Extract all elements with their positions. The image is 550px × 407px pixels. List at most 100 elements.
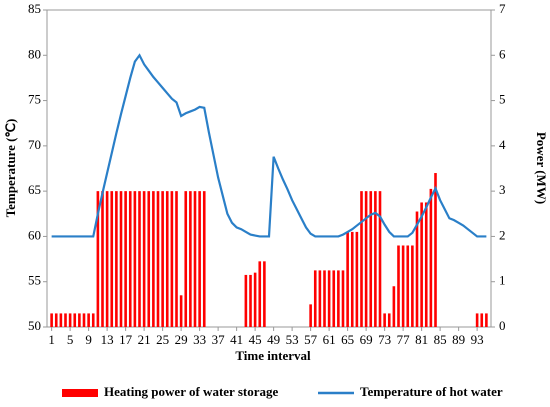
x-tick-label: 29 [175, 332, 188, 347]
y2-tick-label: 2 [499, 227, 506, 242]
bar [350, 231, 354, 327]
y2-tick-label: 7 [499, 1, 506, 16]
bar [110, 191, 114, 327]
x-tick-label: 85 [434, 332, 447, 347]
bar [406, 245, 410, 327]
y-tick-label: 70 [28, 137, 41, 152]
x-tick-label: 25 [156, 332, 169, 347]
x-tick-label: 49 [267, 332, 280, 347]
x-tick-label: 41 [230, 332, 243, 347]
bar [73, 313, 77, 327]
y-tick-label: 85 [28, 1, 41, 16]
y2-tick-label: 0 [499, 318, 506, 333]
y2-tick-label: 4 [499, 137, 506, 152]
x-tick-label: 9 [85, 332, 92, 347]
x-tick-label: 1 [48, 332, 55, 347]
bar [101, 191, 104, 327]
bar [360, 191, 363, 327]
bar [119, 191, 123, 327]
bar [152, 191, 155, 327]
bar [175, 191, 178, 327]
y2-tick-label: 3 [499, 182, 506, 197]
bar [258, 261, 262, 327]
bar [68, 313, 72, 327]
y-tick-label: 75 [28, 92, 41, 107]
bar [147, 191, 151, 327]
x-tick-label: 45 [249, 332, 262, 347]
bar [142, 191, 146, 327]
bar [369, 191, 373, 327]
plot-frame [46, 9, 492, 328]
x-tick-label: 37 [212, 332, 226, 347]
bar [411, 245, 414, 327]
x-tick-label: 53 [286, 332, 299, 347]
bar [198, 191, 201, 327]
bar [420, 202, 423, 327]
bar [313, 270, 317, 327]
bar [378, 191, 382, 327]
bar [189, 191, 192, 327]
x-tick-label: 33 [193, 332, 206, 347]
y-tick-label: 50 [28, 318, 41, 333]
bar [87, 313, 90, 327]
x-tick-label: 61 [323, 332, 336, 347]
bar [170, 191, 174, 327]
y-tick-label: 55 [28, 273, 41, 288]
bar [429, 188, 433, 327]
bar [383, 313, 386, 327]
x-tick-label: 21 [138, 332, 151, 347]
x-tick-label: 69 [360, 332, 373, 347]
bar [128, 191, 132, 327]
y2-axis-label: Power (MW) [534, 132, 549, 204]
bar [156, 191, 160, 327]
bar [50, 313, 53, 327]
bar [202, 191, 206, 327]
bar [397, 245, 400, 327]
bar [415, 211, 419, 327]
legend-label: Temperature of hot water [360, 384, 503, 399]
bar [475, 313, 479, 327]
bar [165, 191, 169, 327]
y-tick-label: 80 [28, 46, 41, 61]
y-tick-label: 65 [28, 182, 41, 197]
bar [59, 313, 63, 327]
bar [54, 313, 58, 327]
y-axis-label: Temperature (℃) [3, 119, 18, 218]
x-tick-label: 81 [415, 332, 428, 347]
bar [133, 191, 137, 327]
x-tick-label: 57 [304, 332, 318, 347]
bar [434, 173, 437, 327]
y2-tick-label: 5 [499, 92, 506, 107]
bar [82, 313, 86, 327]
bar [179, 295, 183, 327]
bar [115, 191, 118, 327]
bar [332, 270, 336, 327]
bar [253, 272, 257, 327]
x-tick-label: 13 [101, 332, 114, 347]
bar [337, 270, 340, 327]
bar [485, 313, 488, 327]
bar [184, 191, 188, 327]
x-tick-label: 93 [471, 332, 484, 347]
bar [193, 191, 197, 327]
bar [105, 191, 109, 327]
bar [327, 270, 331, 327]
bar [78, 313, 81, 327]
bar [244, 274, 248, 327]
bar [323, 270, 326, 327]
x-tick-label: 65 [341, 332, 354, 347]
x-tick-label: 73 [378, 332, 391, 347]
bar [341, 270, 345, 327]
x-tick-label: 77 [397, 332, 411, 347]
y-tick-label: 60 [28, 227, 41, 242]
bar [401, 245, 405, 327]
bar [161, 191, 164, 327]
legend-label: Heating power of water storage [104, 384, 278, 399]
bar [64, 313, 67, 327]
bar [318, 270, 322, 327]
line [51, 53, 487, 238]
x-tick-label: 17 [119, 332, 133, 347]
bar [387, 313, 391, 327]
x-tick-label: 89 [452, 332, 465, 347]
